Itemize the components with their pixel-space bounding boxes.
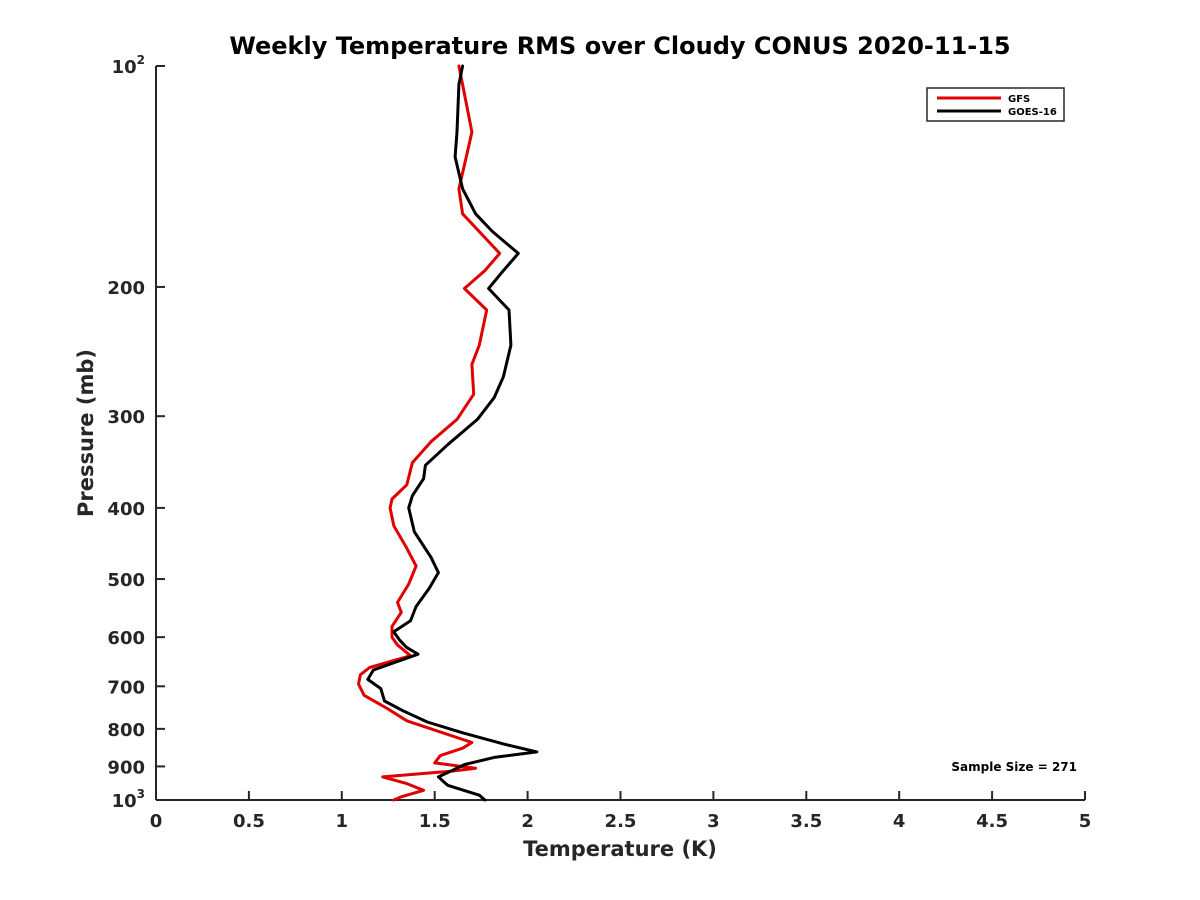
x-tick-label: 3.5 bbox=[790, 811, 822, 832]
x-tick-label: 2.5 bbox=[605, 811, 637, 832]
x-tick-label: 0 bbox=[150, 811, 163, 832]
y-axis-label: Pressure (mb) bbox=[74, 349, 98, 517]
x-tick-label: 1.5 bbox=[419, 811, 451, 832]
x-tick-label: 5 bbox=[1079, 811, 1092, 832]
y-tick-label: 700 bbox=[107, 677, 145, 698]
y-tick-label: 600 bbox=[107, 628, 145, 649]
plot-area bbox=[155, 66, 1085, 801]
series-line-goes-16 bbox=[366, 64, 539, 802]
series-line-gfs bbox=[357, 64, 502, 802]
x-tick-label: 3 bbox=[707, 811, 720, 832]
legend-label: GFS bbox=[1008, 94, 1030, 105]
x-tick-label: 2 bbox=[521, 811, 534, 832]
legend-label: GOES-16 bbox=[1008, 107, 1057, 118]
chart-title: Weekly Temperature RMS over Cloudy CONUS… bbox=[229, 32, 1010, 60]
x-axis-label: Temperature (K) bbox=[523, 837, 717, 861]
x-tick-label: 1 bbox=[336, 811, 349, 832]
sample-size-annotation: Sample Size = 271 bbox=[951, 760, 1077, 774]
series-layer bbox=[357, 64, 539, 802]
y-tick-label: 103 bbox=[112, 787, 145, 812]
x-tick-label: 4 bbox=[893, 811, 906, 832]
x-axis: 0 0.5 1 1.5 2 2.5 3 3.5 4 4.5 5 bbox=[150, 791, 1092, 832]
y-tick-label: 900 bbox=[107, 757, 145, 778]
y-tick-label: 300 bbox=[107, 407, 145, 428]
y-tick-label: 200 bbox=[107, 278, 145, 299]
y-tick-label: 800 bbox=[107, 720, 145, 741]
legend: GFS GOES-16 bbox=[926, 87, 1065, 122]
y-axis: 102 200 300 400 500 600 700 800 900 103 bbox=[107, 53, 165, 812]
x-tick-label: 4.5 bbox=[976, 811, 1008, 832]
legend-box bbox=[926, 87, 1065, 122]
y-tick-label: 500 bbox=[107, 570, 145, 591]
y-tick-label: 400 bbox=[107, 499, 145, 520]
y-tick-label: 102 bbox=[112, 53, 145, 78]
x-tick-label: 0.5 bbox=[233, 811, 265, 832]
